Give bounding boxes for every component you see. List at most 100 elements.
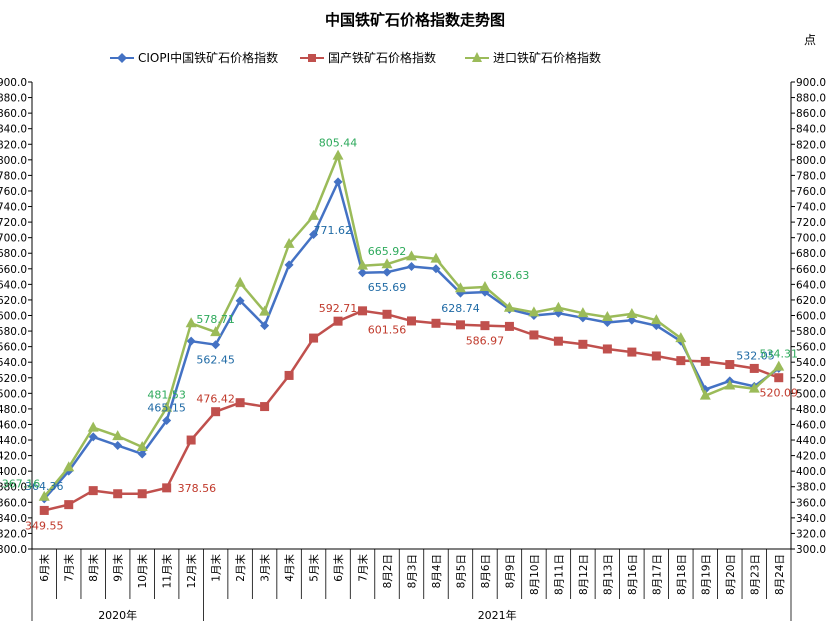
x-tick-label: 4月末 — [283, 554, 296, 582]
data-label: 805.44 — [319, 137, 358, 150]
data-point — [63, 461, 75, 472]
y-tick-label-left: 400.0 — [0, 466, 27, 478]
x-group-label: 2021年 — [478, 608, 517, 622]
data-point — [358, 306, 368, 316]
data-point — [137, 489, 147, 499]
x-tick-label: 8月2日 — [382, 554, 394, 588]
y-tick-label-left: 580.0 — [0, 326, 27, 338]
y-tick-label-right: 440.0 — [796, 435, 826, 447]
data-label: 367.16 — [2, 478, 41, 491]
x-tick-label: 3月末 — [259, 554, 272, 582]
x-tick-label: 8月11日 — [553, 554, 565, 595]
y-tick-label-right: 540.0 — [796, 357, 826, 369]
data-point — [553, 336, 563, 346]
y-tick-label-right: 600.0 — [796, 311, 826, 323]
y-tick-label-left: 720.0 — [0, 217, 27, 229]
x-tick-label: 6月末 — [332, 554, 345, 582]
data-point — [774, 373, 784, 383]
y-tick-label-left: 420.0 — [0, 451, 27, 463]
data-point — [113, 489, 123, 499]
data-point — [382, 309, 392, 319]
data-point — [503, 301, 515, 312]
data-point — [210, 326, 222, 337]
y-tick-label-right: 400.0 — [796, 466, 826, 478]
y-tick-label-right: 740.0 — [796, 202, 826, 214]
data-point — [602, 344, 612, 354]
y-tick-label-right: 760.0 — [796, 186, 826, 198]
data-label: 520.09 — [760, 387, 799, 400]
legend: CIOPI中国铁矿石价格指数 国产铁矿石价格指数 进口铁矿石价格指数 — [110, 50, 601, 65]
data-point — [283, 237, 295, 248]
y-tick-label-right: 500.0 — [796, 388, 826, 400]
data-point — [64, 500, 74, 510]
y-tick-label-right: 880.0 — [796, 93, 826, 105]
data-point — [700, 356, 710, 366]
y-tick-label-right: 360.0 — [796, 497, 826, 509]
y-tick-label-left: 760.0 — [0, 186, 27, 198]
y-tick-label-left: 660.0 — [0, 264, 27, 276]
y-tick-label-right: 560.0 — [796, 342, 826, 354]
data-point — [186, 336, 196, 346]
x-tick-label: 8月末 — [87, 554, 100, 582]
data-point — [627, 347, 637, 357]
data-point — [309, 333, 319, 343]
x-tick-label: 8月16日 — [627, 554, 639, 595]
y-tick-label-left: 480.0 — [0, 404, 27, 416]
y-tick-label-right: 520.0 — [796, 373, 826, 385]
data-label: 532.05 — [736, 349, 775, 362]
legend-label-imported: 进口铁矿石价格指数 — [493, 50, 601, 65]
y-tick-label-right: 640.0 — [796, 279, 826, 291]
data-point — [748, 382, 760, 393]
data-point — [284, 260, 294, 270]
data-point — [407, 316, 416, 326]
y-tick-label-left: 680.0 — [0, 248, 27, 260]
legend-label-domestic: 国产铁矿石价格指数 — [328, 50, 436, 65]
y-tick-label-right: 680.0 — [796, 248, 826, 260]
data-point — [186, 435, 196, 445]
y-tick-label-left: 820.0 — [0, 139, 27, 151]
x-tick-label: 8月23日 — [749, 554, 761, 595]
data-point — [430, 252, 442, 263]
x-tick-label: 8月24日 — [774, 554, 786, 595]
x-tick-label: 8月5日 — [455, 554, 467, 588]
y-tick-label-left: 300.0 — [0, 544, 27, 556]
data-point — [235, 296, 245, 306]
data-point — [504, 321, 514, 331]
data-label: 364.36 — [25, 480, 64, 493]
y-tick-label-left: 560.0 — [0, 342, 27, 354]
data-point — [87, 421, 99, 432]
y-tick-label-right: 320.0 — [796, 528, 826, 540]
data-point — [112, 430, 124, 441]
data-point — [431, 318, 441, 328]
y-tick-label-left: 620.0 — [0, 295, 27, 307]
data-label: 771.62 — [314, 224, 353, 237]
y-tick-label-right: 700.0 — [796, 233, 826, 245]
data-point — [455, 320, 465, 330]
legend-item-domestic: 国产铁矿石价格指数 — [300, 50, 436, 65]
data-point — [407, 261, 416, 271]
data-label: 476.42 — [196, 393, 235, 406]
x-tick-label: 1月末 — [210, 554, 223, 582]
legend-marker-square — [308, 54, 316, 62]
data-label: 465.15 — [147, 401, 186, 414]
data-point — [406, 250, 417, 261]
y-tick-label-right: 340.0 — [796, 513, 826, 525]
legend-marker-triangle — [472, 52, 482, 62]
y-tick-label-left: 460.0 — [0, 419, 27, 431]
data-point — [552, 301, 564, 312]
data-point — [651, 351, 661, 361]
data-point — [528, 306, 540, 317]
data-point — [626, 307, 638, 318]
data-point — [650, 314, 662, 325]
data-point — [211, 340, 221, 350]
y-tick-label-right: 860.0 — [796, 108, 826, 120]
x-tick-label: 6月末 — [38, 554, 51, 582]
legend-label-ciopi: CIOPI中国铁矿石价格指数 — [138, 50, 278, 65]
data-point — [309, 230, 319, 240]
y-tick-label-left: 800.0 — [0, 155, 27, 167]
data-point — [211, 407, 221, 417]
unit-label: 点 — [804, 33, 816, 47]
data-point — [676, 356, 686, 366]
y-tick-label-left: 860.0 — [0, 108, 27, 120]
